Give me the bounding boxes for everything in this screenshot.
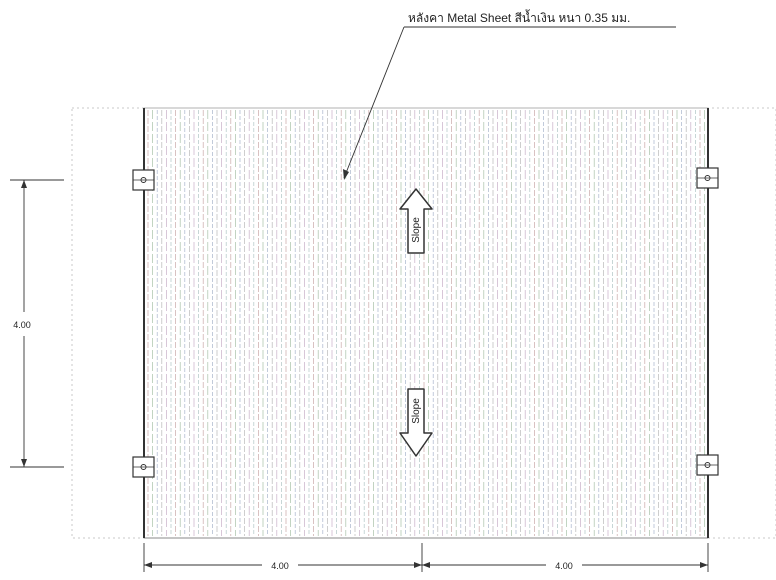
horizontal-dimension-left-label: 4.00 (271, 561, 289, 571)
horizontal-dimension-right-label: 4.00 (555, 561, 573, 571)
annotation-leader (343, 26, 676, 180)
roof-material-note: หลังคา Metal Sheet สีน้ำเงิน หนา 0.35 มม… (408, 9, 630, 25)
vertical-dimension (10, 179, 64, 468)
horizontal-dimension (143, 543, 709, 572)
metal-sheet-corrugation (147, 110, 705, 536)
slope-arrow-up: Slope (399, 188, 433, 254)
slope-up-label: Slope (411, 217, 422, 243)
column-bottom-left (132, 456, 155, 478)
column-bottom-right (696, 454, 719, 476)
column-top-left (132, 169, 155, 191)
vertical-dimension-label: 4.00 (13, 320, 31, 330)
slope-down-label: Slope (411, 398, 422, 424)
column-top-right (696, 167, 719, 189)
slope-arrow-down: Slope (399, 388, 433, 457)
